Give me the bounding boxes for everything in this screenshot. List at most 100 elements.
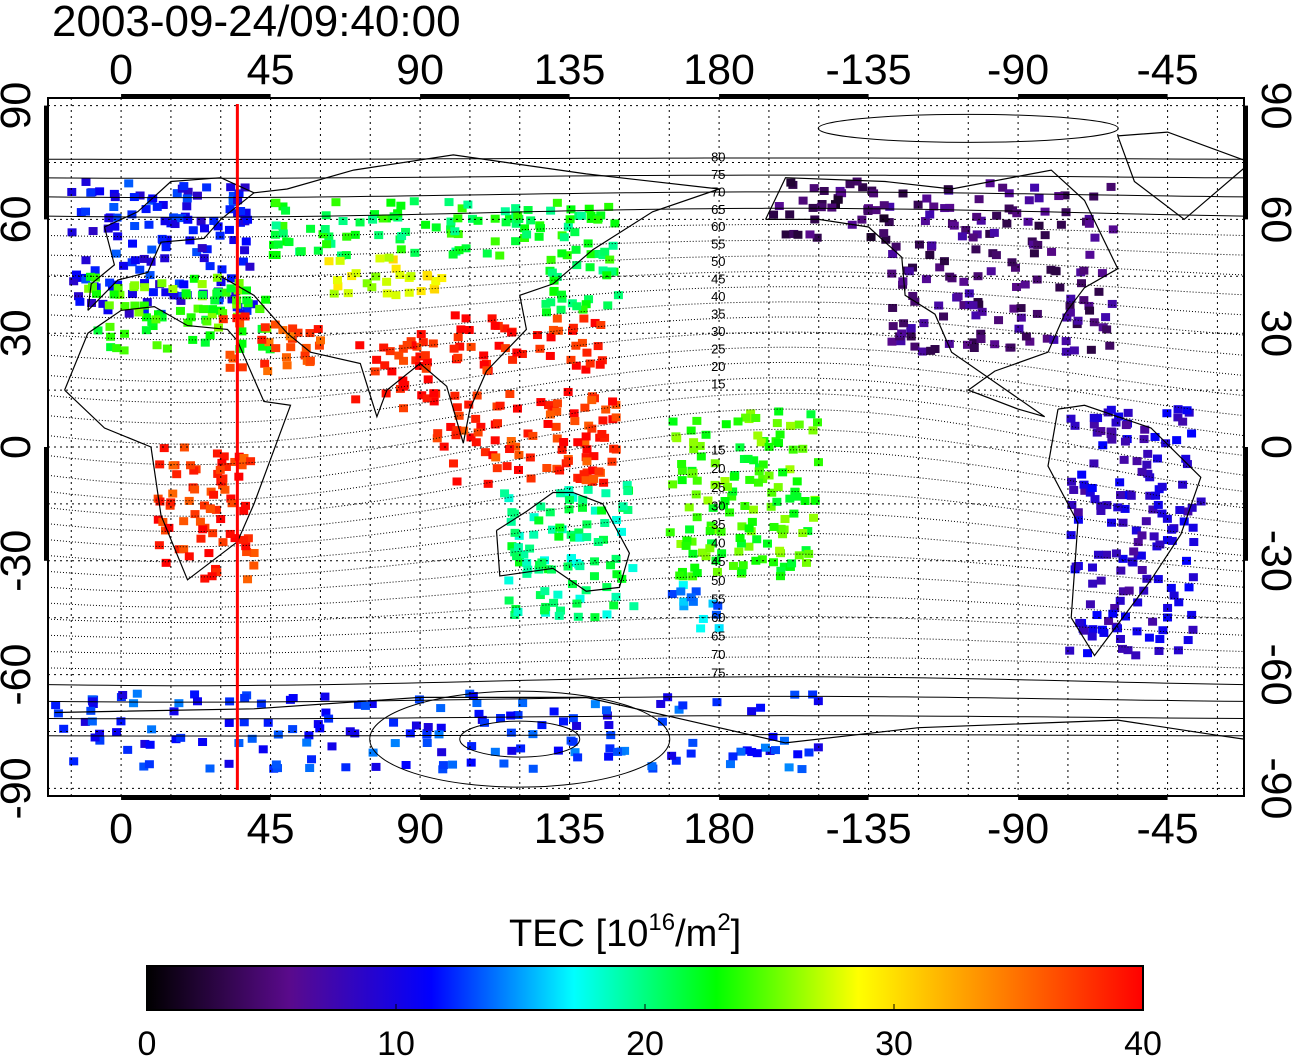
- tec-cell: [553, 326, 563, 335]
- tec-cell: [679, 602, 689, 611]
- tec-cell: [523, 206, 533, 215]
- tec-cell: [774, 202, 784, 211]
- tec-cell: [452, 426, 462, 435]
- tec-cell: [161, 243, 171, 252]
- tec-cell: [779, 736, 789, 745]
- tec-cell: [199, 501, 209, 510]
- tec-cell: [216, 278, 226, 287]
- tec-cell: [417, 391, 427, 400]
- tec-cell: [200, 574, 210, 583]
- tec-cell: [264, 338, 274, 347]
- tec-cell: [205, 331, 215, 340]
- tec-cell: [734, 547, 744, 556]
- tec-cell: [355, 341, 365, 350]
- tec-cell: [721, 420, 731, 429]
- tec-cell: [781, 230, 791, 239]
- tec-cell: [590, 700, 600, 709]
- tec-cell: [422, 739, 432, 748]
- tec-cell: [595, 360, 605, 369]
- tec-cell: [768, 558, 778, 567]
- tec-cell: [698, 548, 708, 557]
- tec-cell: [210, 296, 220, 305]
- tec-cell: [546, 206, 556, 215]
- tec-cell: [258, 745, 268, 754]
- tec-cell: [569, 533, 579, 542]
- tec-cell: [563, 387, 573, 396]
- colorbar-tick-label: 30: [875, 1025, 913, 1057]
- tec-cell: [797, 765, 807, 774]
- tec-cell: [665, 528, 675, 537]
- tec-cell: [1069, 485, 1079, 494]
- tec-cell: [1111, 549, 1121, 558]
- tec-cell: [81, 177, 91, 186]
- tec-cell: [1084, 301, 1094, 310]
- tec-cell: [582, 520, 592, 529]
- tec-cell: [1196, 497, 1206, 506]
- tec-cell: [523, 429, 533, 438]
- bottom-lon-label: 0: [109, 805, 133, 853]
- tec-cell: [762, 539, 772, 548]
- frame-tick-bar: [1018, 94, 1168, 99]
- tec-cell: [410, 248, 420, 257]
- tec-cell: [599, 478, 609, 487]
- tec-cell: [677, 459, 687, 468]
- tec-cell: [464, 400, 474, 409]
- tec-cell: [1124, 586, 1134, 595]
- left-lat-label: 60: [0, 195, 40, 243]
- tec-cell: [545, 351, 555, 360]
- tec-cell: [224, 759, 234, 768]
- tec-cell: [581, 476, 591, 485]
- tec-cell: [581, 586, 591, 595]
- tec-cell: [278, 221, 288, 230]
- tec-cell: [758, 460, 768, 469]
- tec-cell: [1002, 219, 1012, 228]
- tec-cell: [1106, 182, 1116, 191]
- dip-contour-label: 35: [711, 306, 725, 321]
- frame-tick-bar: [1243, 447, 1248, 561]
- tec-cell: [548, 325, 558, 334]
- tec-cell: [1132, 457, 1142, 466]
- tec-cell: [179, 443, 189, 452]
- tec-cell: [281, 206, 291, 215]
- tec-cell: [179, 545, 189, 554]
- tec-cell: [211, 505, 221, 514]
- tec-cell: [305, 356, 315, 365]
- left-lat-label: -30: [0, 530, 40, 592]
- tec-cell: [1172, 436, 1182, 445]
- tec-cell: [725, 760, 735, 769]
- tec-cell: [608, 397, 618, 406]
- tec-cell: [596, 211, 606, 220]
- tec-cell: [736, 539, 746, 548]
- tec-cell: [555, 466, 565, 475]
- tec-cell: [552, 399, 562, 408]
- tec-cell: [141, 326, 151, 335]
- tec-cell: [407, 341, 417, 350]
- tec-cell: [144, 220, 154, 229]
- tec-cell: [686, 593, 696, 602]
- tec-cell: [601, 489, 611, 498]
- tec-cell: [813, 458, 823, 467]
- tec-cell: [604, 202, 614, 211]
- tec-cell: [389, 212, 399, 221]
- tec-cell: [90, 733, 100, 742]
- tec-cell: [152, 202, 162, 211]
- tec-cell: [146, 257, 156, 266]
- tec-cell: [1098, 441, 1108, 450]
- tec-cell: [692, 416, 702, 425]
- tec-cell: [159, 444, 169, 453]
- tec-cell: [546, 565, 556, 574]
- tec-cell: [161, 288, 171, 297]
- tec-cell: [320, 225, 330, 234]
- tec-cell: [1126, 491, 1136, 500]
- tec-cell: [765, 746, 775, 755]
- tec-cell: [738, 561, 748, 570]
- dip-contour-label: 75: [711, 167, 725, 182]
- tec-cell: [776, 566, 786, 575]
- dip-contour-line: [48, 532, 1244, 578]
- tec-cell: [751, 413, 761, 422]
- tec-cell: [971, 245, 981, 254]
- tec-cell: [1142, 460, 1152, 469]
- tec-cell: [504, 576, 514, 585]
- tec-cell: [314, 341, 324, 350]
